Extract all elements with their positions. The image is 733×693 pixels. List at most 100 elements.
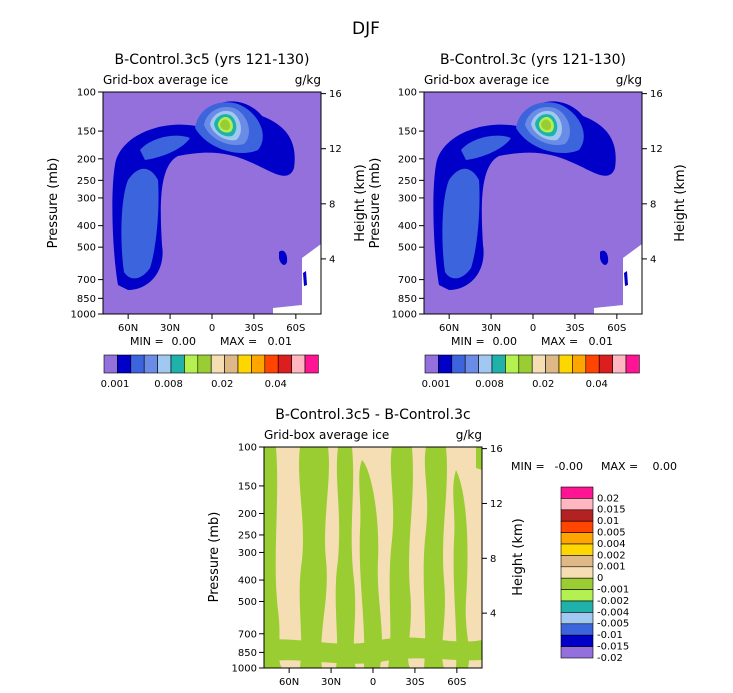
contour-fill-level-7 [541,119,552,131]
lat-tick-label: 30N [321,677,341,688]
colorbar-swatch [560,600,594,613]
contour-fill-level-1b [279,250,288,265]
panel-3-height-axis: 16 12 8 4 [482,444,503,620]
panel-2-pressure-axis: 100 150 200 250 300 400 500 700 850 1000 [392,88,424,321]
colorbar-swatch [237,354,252,374]
pressure-tick-label: 850 [398,294,417,305]
pressure-tick-label: 500 [77,243,96,254]
panel-2-units: g/kg [616,73,642,87]
panel-1-max-label: MAX = [220,335,257,348]
height-tick-label: 16 [329,89,342,100]
colorbar-label: -0.004 [597,607,629,618]
diff-fill-neg-4 [359,460,382,668]
panel-1-colorbar: 0.001 0.008 0.02 0.04 [101,354,319,390]
diff-fill-neg-2 [299,447,329,668]
lat-tick-label: 60S [286,323,305,334]
lat-tick-label: 30N [160,323,180,334]
colorbar-swatch [304,354,319,374]
colorbar-swatch [560,634,594,647]
pressure-tick-label: 850 [77,294,96,305]
colorbar-swatch [264,354,279,374]
colorbar-swatch [560,509,594,522]
panel-1-contours [103,92,321,314]
pressure-tick-label: 250 [398,176,417,187]
panel-1-min-value: 0.00 [172,335,197,348]
colorbar-swatch [117,354,132,374]
height-tick-label: 4 [329,254,335,265]
panel-2-colorbar: 0.001 0.008 0.02 0.04 [422,354,640,390]
panel-2-lat-axis: 60N 30N 0 30S 60S [439,314,626,334]
contour-fill-level-2b [461,135,511,160]
diff-fill-neg-1 [264,447,282,668]
colorbar-label: 0.008 [475,379,504,390]
colorbar-label: 0.005 [597,527,626,538]
height-tick-label: 16 [650,89,663,100]
panel-1-ylabel-right: Height (km) [353,164,368,241]
panel-2-min-value: 0.00 [493,335,518,348]
panel-3: B-Control.3c5 - B-Control.3c Grid-box av… [207,407,677,688]
panel-3-max-value: 0.00 [653,460,678,473]
panel-2-min-label: MIN = [451,335,485,348]
panel-2-height-axis: 16 12 8 4 [642,89,663,265]
diff-fill-neg-3 [335,447,356,668]
colorbar-label: 0.02 [597,493,619,504]
colorbar-swatch [157,354,172,374]
panel-1-units: g/kg [295,73,321,87]
contour-fill-level-1c [624,271,628,286]
panel-3-units: g/kg [456,428,482,442]
colorbar-swatch [560,520,594,533]
diff-fill-neg-8 [264,637,482,664]
pressure-tick-label: 200 [238,509,257,520]
pressure-tick-label: 700 [77,275,96,286]
colorbar-swatch [143,354,158,374]
panel-3-colorbar: 0.020.0150.010.0050.0040.0020.0010-0.001… [560,486,629,664]
lat-tick-label: 60N [279,677,299,688]
pressure-tick-label: 850 [238,648,257,659]
panel-3-pressure-axis: 100 150 200 250 300 400 500 700 850 1000 [232,443,264,675]
colorbar-swatch [251,354,266,374]
contour-fill-level-2a [442,168,480,279]
colorbar-swatch [560,498,594,511]
colorbar-label: 0.002 [597,550,626,561]
colorbar-swatch [518,354,533,374]
contour-fill-level-2a [121,168,159,279]
diff-fill-neg-9 [476,447,482,470]
colorbar-swatch [224,354,239,374]
colorbar-swatch [184,354,199,374]
colorbar-label: 0.004 [597,539,626,550]
colorbar-label: 0.02 [532,379,554,390]
contour-fill-level-1c [303,271,307,286]
colorbar-label: 0.008 [154,379,183,390]
colorbar-swatch [560,612,594,625]
colorbar-swatch [170,354,185,374]
panel-3-max-label: MAX = [601,460,638,473]
pressure-tick-label: 500 [238,597,257,608]
colorbar-label: 0.02 [211,379,233,390]
pressure-tick-label: 100 [398,88,417,99]
contour-fill-level-2b [140,135,190,160]
colorbar-swatch [572,354,587,374]
panel-3-contours [264,447,482,668]
colorbar-swatch [560,486,594,499]
lat-tick-label: 30N [481,323,501,334]
pressure-tick-label: 200 [77,154,96,165]
colorbar-swatch [625,354,640,374]
lat-tick-label: 60N [439,323,459,334]
pressure-tick-label: 100 [77,88,96,99]
colorbar-label: 0.001 [597,562,626,573]
colorbar-swatch [560,577,594,590]
height-tick-label: 16 [490,444,503,455]
colorbar-swatch [491,354,506,374]
colorbar-swatch [560,589,594,602]
pressure-tick-label: 200 [398,154,417,165]
diff-fill-neg-6 [423,447,447,668]
colorbar-swatch [560,623,594,636]
colorbar-swatch [531,354,546,374]
colorbar-swatch [560,646,594,659]
height-tick-label: 12 [650,144,663,155]
colorbar-label: 0.04 [586,379,608,390]
contour-missing-region [594,244,642,314]
contour-missing-region [273,244,321,314]
colorbar-swatch [558,354,573,374]
colorbar-swatch [545,354,560,374]
